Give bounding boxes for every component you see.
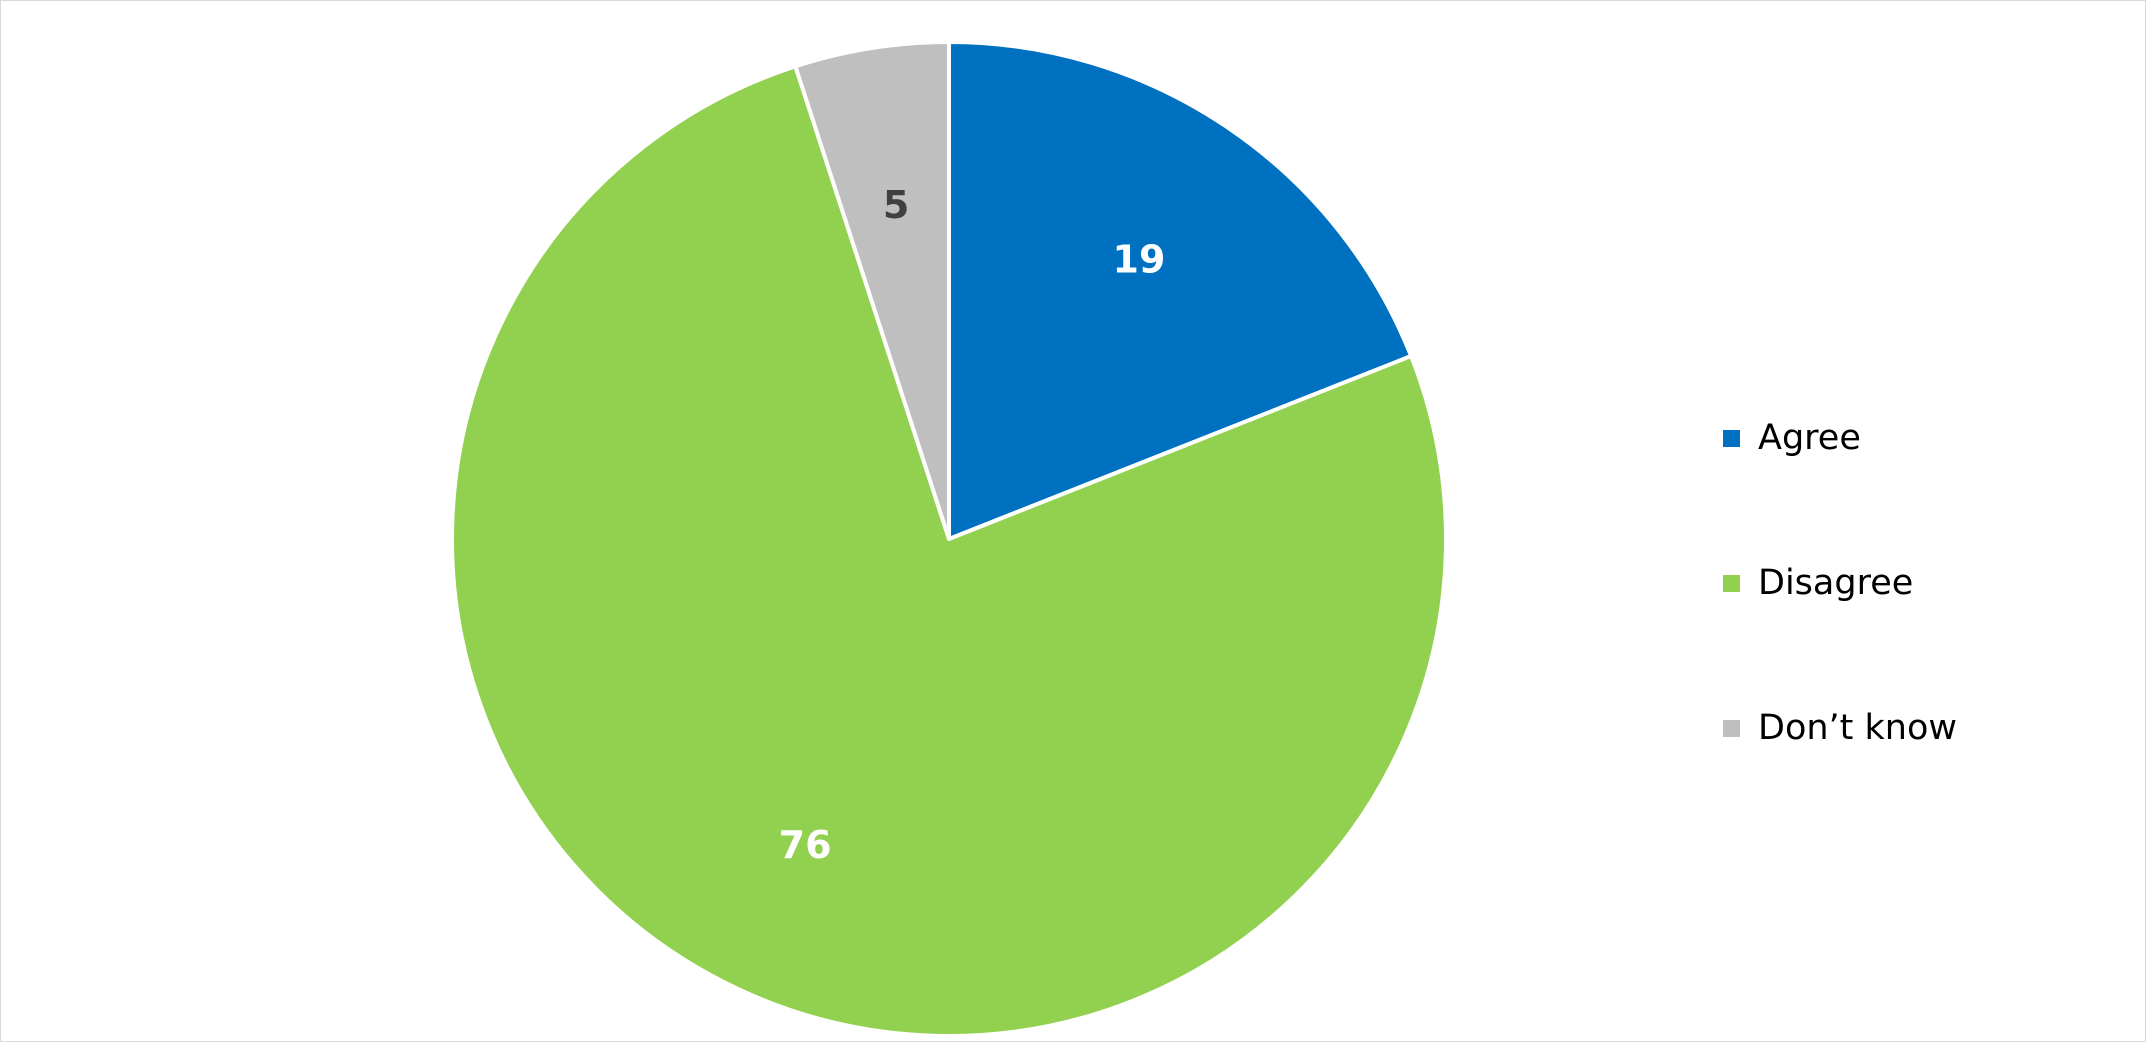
legend-item-agree: Agree [1723, 418, 1861, 458]
data-label-disagree: 76 [779, 823, 832, 867]
data-label-don-t-know: 5 [883, 183, 909, 227]
legend-item-don-t-know: Don’t know [1723, 708, 1957, 748]
legend-swatch [1723, 429, 1740, 447]
legend-label: Don’t know [1758, 708, 1958, 748]
legend-swatch [1723, 574, 1740, 592]
pie-slice-don-t-know [793, 40, 951, 541]
legend-label: Agree [1758, 418, 1861, 458]
legend-item-disagree: Disagree [1723, 563, 1913, 603]
pie-slice-agree [947, 40, 1414, 541]
legend-label: Disagree [1758, 563, 1914, 603]
data-label-agree: 19 [1113, 237, 1166, 281]
legend-swatch [1723, 719, 1740, 737]
pie-slice-disagree [450, 64, 1448, 1038]
